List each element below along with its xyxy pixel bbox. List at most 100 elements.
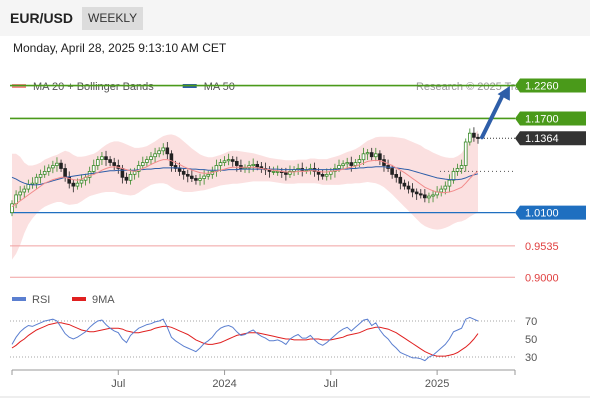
candle-body: [443, 185, 448, 190]
candle-body: [275, 170, 280, 173]
candle-body: [140, 162, 145, 166]
level-label-1: 1.1700: [525, 113, 559, 125]
candle-body: [18, 191, 22, 196]
candle-body: [136, 165, 141, 172]
candle-body: [234, 160, 239, 166]
candle-body: [71, 182, 76, 187]
candle-body: [169, 153, 174, 167]
candle-body: [157, 150, 161, 155]
candle-body: [439, 188, 443, 193]
bollinger-bands: [12, 130, 478, 260]
candle-body: [230, 159, 235, 162]
candle-body: [431, 194, 435, 197]
candle-body: [472, 132, 476, 138]
candle-body: [30, 182, 35, 185]
x-tick-label-1: 2024: [212, 378, 236, 390]
candle-body: [38, 173, 43, 178]
candle-body: [112, 162, 117, 166]
candle-body: [34, 176, 39, 184]
candle-body: [410, 188, 415, 193]
candle-body: [177, 168, 182, 172]
level-tag-2: [515, 131, 586, 146]
candle-body: [378, 153, 382, 161]
candle-body: [202, 175, 206, 179]
candle-body: [320, 173, 325, 177]
bollinger-fill: [12, 130, 478, 260]
candle-body: [63, 168, 67, 178]
candle-body: [455, 168, 460, 172]
candle-body: [194, 178, 198, 181]
candle-body: [365, 152, 370, 155]
candle-body: [206, 173, 211, 177]
candle-body: [55, 162, 59, 166]
level-label-0: 1.2260: [525, 81, 559, 93]
candle-body: [51, 165, 55, 169]
symbol-title: EUR/USD: [10, 10, 74, 26]
candle-body: [218, 162, 223, 166]
candle-body: [247, 165, 251, 169]
candle-body: [189, 175, 194, 179]
candle-body: [198, 178, 202, 181]
candle-body: [100, 156, 104, 160]
level-tag-1: [515, 111, 586, 126]
candle-body: [337, 165, 341, 169]
main-legend: MA 20 + Bollinger Bands MA 50: [12, 81, 235, 93]
candle-body: [476, 136, 480, 139]
legend-label-1: MA 50: [204, 81, 235, 93]
datetime-label: Monday, April 28, 2025 9:13:10 AM CET: [13, 41, 227, 55]
level-tag-0: [515, 78, 586, 93]
rsi-tick-0: 70: [525, 316, 537, 328]
level-label-5: 0.9000: [525, 272, 559, 284]
rsi-legend-swatch-1: [72, 297, 86, 301]
rsi-legend: RSI 9MA: [12, 294, 115, 306]
candle-body: [459, 165, 464, 169]
candle-body: [467, 132, 472, 143]
candle-body: [353, 162, 358, 166]
level-label-3: 1.0100: [525, 208, 559, 220]
candle-body: [463, 141, 468, 166]
candle-body: [361, 153, 366, 161]
candle-body: [284, 172, 288, 175]
candle-body: [26, 183, 31, 190]
candle-body: [96, 159, 100, 166]
x-tick-label-2: Jul: [324, 378, 338, 390]
candle-body: [59, 162, 63, 169]
candle-body: [414, 191, 419, 195]
candle-body: [161, 147, 166, 152]
candle-body: [22, 188, 26, 193]
ma20-line: [11, 159, 479, 208]
period-badge[interactable]: WEEKLY: [82, 7, 144, 30]
level-labels: 1.2260 1.1700 1.1364 1.0100 0.9535 0.9000: [515, 78, 586, 284]
candle-body: [149, 156, 153, 160]
candle-body: [42, 170, 47, 175]
candle-body: [341, 163, 345, 167]
candle-body: [427, 195, 431, 199]
level-label-4: 0.9535: [525, 241, 559, 253]
candle-body: [185, 173, 190, 177]
candle-body: [10, 203, 14, 214]
x-tick-label-3: 2025: [425, 378, 449, 390]
candle-body: [79, 179, 84, 184]
legend-label-0: MA 20 + Bollinger Bands: [33, 81, 154, 93]
rsi-legend-swatch-0: [12, 297, 26, 301]
candle-body: [251, 163, 256, 166]
level-label-2: 1.1364: [525, 133, 559, 145]
candle-body: [447, 179, 452, 187]
candle-body: [402, 182, 407, 187]
candle-body: [14, 194, 18, 205]
candle-body: [345, 162, 349, 165]
candle-body: [124, 176, 129, 181]
rsi-tick-1: 50: [525, 334, 537, 346]
header-bar: EUR/USD WEEKLY: [0, 0, 590, 36]
candle-body: [394, 173, 398, 178]
candle-body: [145, 159, 149, 163]
candle-body: [324, 173, 329, 177]
candle-body: [288, 170, 292, 175]
rsi-panel: 70 50 30: [10, 316, 537, 364]
candle-body: [255, 163, 260, 168]
x-tick-label-0: Jul: [111, 378, 125, 390]
candle-body: [406, 185, 411, 190]
candle-body: [422, 194, 427, 199]
